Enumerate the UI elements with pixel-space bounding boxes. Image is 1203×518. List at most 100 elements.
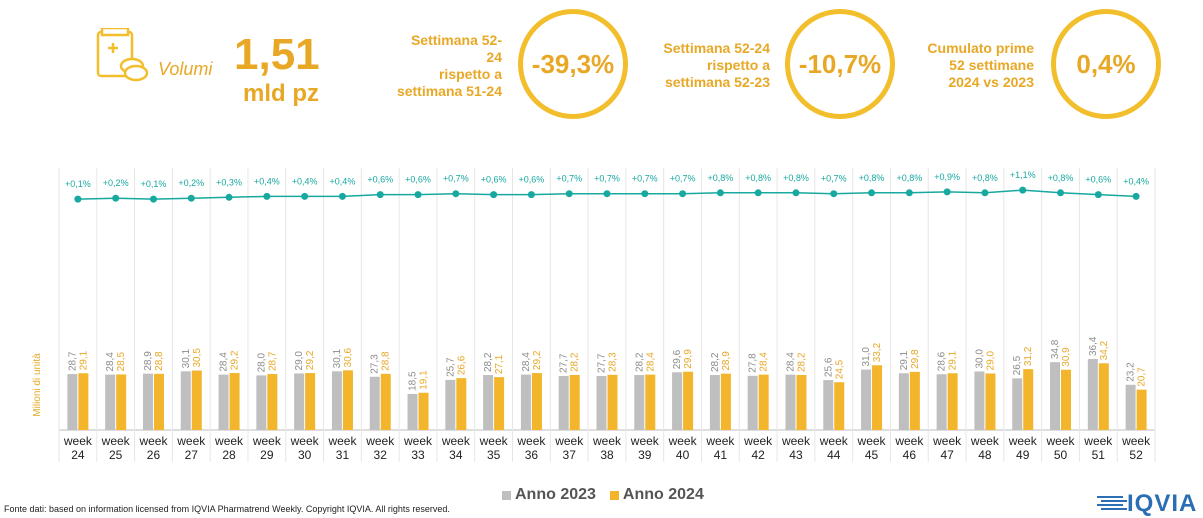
bar-2024 <box>569 375 580 430</box>
x-tick-label: 24 <box>71 448 85 462</box>
bar-label-2024: 33,2 <box>872 342 883 362</box>
cumulative-point <box>376 191 384 199</box>
x-tick-label: 49 <box>1016 448 1030 462</box>
bar-label-2023: 30,0 <box>974 349 985 369</box>
bar-label-2023: 30,1 <box>181 348 192 368</box>
bar-2024 <box>305 373 316 430</box>
bar-label-2024: 28,4 <box>759 352 770 372</box>
bar-2023 <box>445 379 456 430</box>
bar-2023 <box>520 374 531 430</box>
cumulative-point <box>301 192 309 200</box>
bar-label-2023: 28,4 <box>219 352 230 372</box>
x-tick-label: week <box>705 434 735 448</box>
x-tick-label: week <box>63 434 93 448</box>
bar-2023 <box>785 374 796 430</box>
cumulative-point <box>603 190 611 198</box>
kpi1-text: Settimana 52- 24 rispetto a settimana 51… <box>396 32 502 99</box>
bar-label-2024: 24,5 <box>834 359 845 379</box>
cumulative-label: +0,3% <box>216 177 242 187</box>
bar-2024 <box>645 374 656 430</box>
bar-label-2024: 29,8 <box>910 349 921 369</box>
x-tick-label: 25 <box>109 448 123 462</box>
bar-2023 <box>672 372 683 430</box>
x-tick-label: 46 <box>903 448 917 462</box>
bar-2023 <box>67 374 78 430</box>
x-tick-label: 42 <box>751 448 765 462</box>
cumulative-point <box>452 190 460 198</box>
bar-2023 <box>407 393 418 430</box>
x-tick-label: 31 <box>336 448 350 462</box>
cumulative-point <box>905 189 913 197</box>
x-tick-label: week <box>138 434 168 448</box>
bar-2024 <box>153 373 164 430</box>
bar-label-2023: 28,4 <box>521 352 532 372</box>
cumulative-point <box>414 191 422 199</box>
bar-2024 <box>531 373 542 430</box>
bar-2024 <box>116 374 127 430</box>
bar-label-2024: 29,2 <box>305 350 316 370</box>
legend-label-2024: Anno 2024 <box>622 486 704 503</box>
bar-2024 <box>909 371 920 430</box>
cumulative-label: +0,8% <box>972 173 998 183</box>
x-tick-label: week <box>668 434 698 448</box>
legend-swatch-2023 <box>502 490 511 500</box>
bar-2024 <box>267 374 278 430</box>
cumulative-point <box>225 193 233 201</box>
cumulative-point <box>830 190 838 198</box>
cumulative-label: +0,4% <box>292 176 318 186</box>
x-tick-label: week <box>857 434 887 448</box>
bar-2024 <box>607 374 618 430</box>
bar-label-2023: 29,1 <box>899 350 910 370</box>
bar-label-2024: 27,1 <box>494 354 505 374</box>
x-tick-label: 34 <box>449 448 463 462</box>
bar-label-2024: 30,9 <box>1061 347 1072 367</box>
bar-label-2023: 28,4 <box>105 352 116 372</box>
x-tick-label: week <box>176 434 206 448</box>
bar-label-2024: 30,6 <box>343 347 354 367</box>
kpi1-value: -39,3% <box>531 48 615 79</box>
cumulative-label: +0,1% <box>141 179 167 189</box>
cumulative-point <box>754 189 762 197</box>
cumulative-point <box>527 191 535 199</box>
bar-2024 <box>191 370 202 430</box>
iqvia-logo: IQVIA <box>1097 490 1197 518</box>
bar-label-2023: 23,2 <box>1126 362 1137 382</box>
x-tick-label: 32 <box>374 448 388 462</box>
bar-2023 <box>369 376 380 430</box>
bar-2023 <box>634 375 645 430</box>
x-tick-label: week <box>894 434 924 448</box>
x-tick-label: 38 <box>600 448 614 462</box>
kpi3-circle: 0,4% <box>1051 9 1161 119</box>
bar-label-2023: 31,0 <box>861 347 872 367</box>
x-tick-label: week <box>252 434 282 448</box>
x-tick-label: week <box>781 434 811 448</box>
bar-2024 <box>1061 369 1072 430</box>
bar-2024 <box>683 371 694 430</box>
cumulative-label: +0,7% <box>632 174 658 184</box>
x-tick-label: week <box>1008 434 1038 448</box>
bar-2023 <box>331 371 342 430</box>
bar-label-2023: 28,0 <box>256 352 267 372</box>
cumulative-point <box>679 190 687 198</box>
legend-item-2024: Anno 2024 <box>609 486 704 504</box>
bar-label-2024: 19,1 <box>419 370 430 390</box>
legend-item-2023: Anno 2023 <box>502 486 596 504</box>
cumulative-point <box>641 190 649 198</box>
x-tick-label: 48 <box>978 448 992 462</box>
bar-label-2023: 28,2 <box>483 352 494 372</box>
x-tick-label: week <box>403 434 433 448</box>
kpi3-value: 0,4% <box>1076 48 1136 79</box>
cumulative-label: +0,8% <box>783 173 809 183</box>
cumulative-label: +0,6% <box>519 175 545 185</box>
bar-2024 <box>1023 369 1034 430</box>
bar-label-2024: 28,7 <box>267 351 278 371</box>
bar-label-2023: 18,5 <box>408 371 419 391</box>
cumulative-label: +1,1% <box>1010 170 1036 180</box>
volumi-label: Volumi <box>158 59 213 79</box>
x-tick-label: 44 <box>827 448 841 462</box>
bar-label-2023: 28,4 <box>785 352 796 372</box>
bar-2024 <box>1136 389 1147 430</box>
bar-2024 <box>456 378 467 430</box>
cumulative-point <box>338 192 346 200</box>
bar-2024 <box>872 365 883 430</box>
